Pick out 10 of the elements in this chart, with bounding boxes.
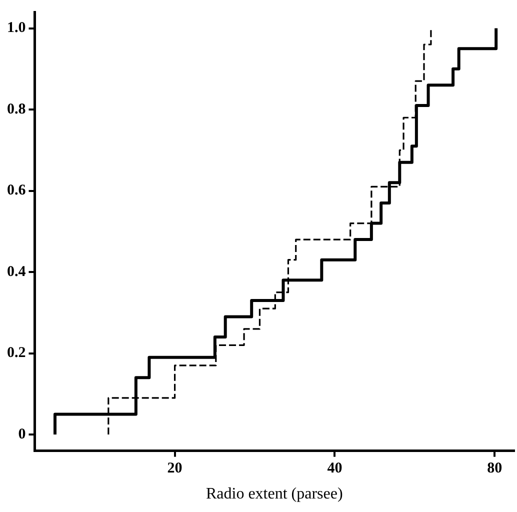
y-tick-label: 0.6: [7, 182, 26, 199]
x-axis-title: Radio extent (parsee): [206, 486, 343, 503]
x-tick-label: 80: [487, 460, 502, 477]
y-tick-label: 0.2: [7, 345, 26, 362]
y-tick-label: 0: [18, 426, 26, 442]
y-tick-label: 0.8: [7, 101, 26, 118]
x-tick-label: 40: [327, 460, 342, 477]
x-tick-label: 20: [167, 460, 182, 477]
y-tick-label: 1.0: [7, 20, 26, 36]
y-tick-label: 0.4: [7, 264, 26, 280]
